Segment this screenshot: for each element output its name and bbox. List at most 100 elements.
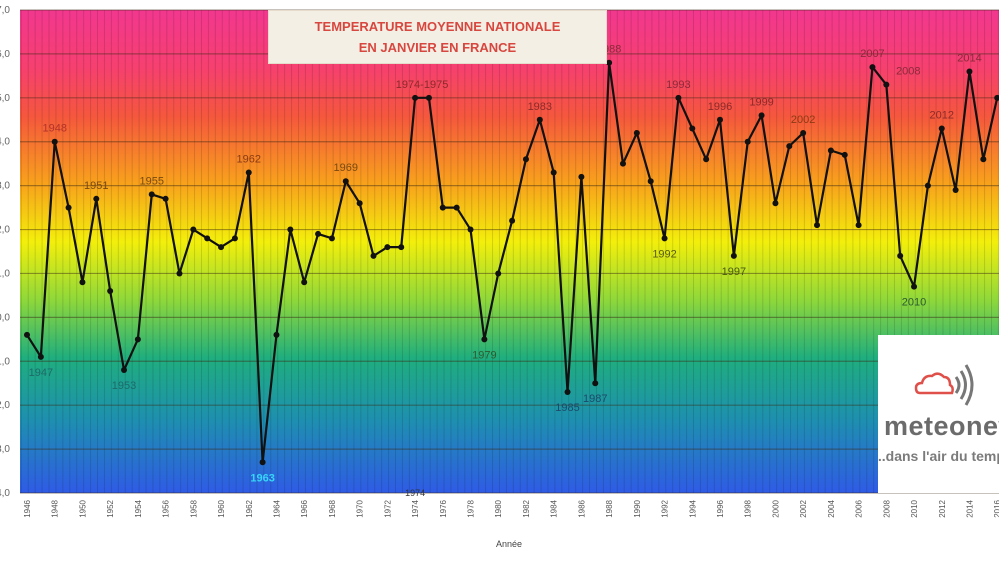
data-label: 1963 [250,472,274,484]
data-label: 1955 [139,175,163,187]
x-tick-label: 1964 [272,499,281,517]
y-tick-label: -2,0 [0,400,10,411]
data-point [994,94,999,101]
x-tick-label: 2004 [827,499,836,517]
data-label: 1997 [722,266,746,278]
x-tick-label: 1968 [328,499,337,517]
data-point [564,389,571,396]
x-tick-label: 1956 [162,499,171,517]
x-tick-label: 1994 [688,499,697,517]
data-point [592,380,599,387]
x-tick-label: 1986 [577,499,586,517]
data-point [647,178,654,185]
data-point [911,283,918,290]
meteonews-logo: meteonews ...dans l'air du temps [878,335,999,493]
x-tick-label: 1946 [23,499,32,517]
x-tick-label: 1950 [78,499,87,517]
data-point [536,116,543,123]
y-tick-label: -3,0 [0,444,10,455]
data-point [287,226,294,233]
x-tick-label: 1998 [744,499,753,517]
y-tick-label: 6,0 [0,49,10,60]
data-point [190,226,197,233]
x-tick-label: 1972 [383,499,392,517]
data-point [328,235,335,242]
data-point [245,169,252,176]
data-point [495,270,502,277]
data-point [730,252,737,259]
data-label: 1979 [472,349,496,361]
x-tick-label: 2012 [938,499,947,517]
x-tick-label: 1952 [106,499,115,517]
data-point [467,226,474,233]
logo-name: meteonews [884,411,999,441]
data-point [176,270,183,277]
data-point [952,187,959,194]
data-point [79,279,86,286]
data-point [259,459,266,466]
x-tick-label: 2014 [965,499,974,517]
y-tick-label: 4,0 [0,137,10,148]
y-tick-label: -1,0 [0,356,10,367]
data-point [398,244,405,251]
y-tick-label: 3,0 [0,181,10,192]
data-point [121,367,128,374]
data-point [65,204,72,211]
data-point [134,336,141,343]
x-tick-label: 1984 [550,499,559,517]
data-point [342,178,349,185]
x-tick-label: 2000 [771,499,780,517]
data-point [675,94,682,101]
y-tick-label: 1,0 [0,268,10,279]
data-label: 1969 [334,162,358,174]
data-label: 2014 [957,52,981,64]
data-point [897,252,904,259]
data-point [273,331,280,338]
chart-title-line-1: TEMPERATURE MOYENNE NATIONALE [314,19,561,34]
data-point [356,200,363,207]
data-point [481,336,488,343]
data-point [661,235,668,242]
y-tick-label: -4,0 [0,488,10,499]
data-point [772,200,779,207]
data-point [522,156,529,163]
x-tick-label: 1996 [716,499,725,517]
x-tick-label: 2006 [855,499,864,517]
data-label: 1983 [528,101,552,113]
data-point [453,204,460,211]
data-point [786,143,793,150]
data-label: 1951 [84,180,108,192]
data-label: 2002 [791,114,815,126]
data-label: 1974 [405,488,425,498]
y-tick-label: 5,0 [0,93,10,104]
data-label: 1953 [112,380,136,392]
data-point [814,222,821,229]
x-tick-label: 1974 [411,499,420,517]
data-point [204,235,211,242]
x-tick-label: 1990 [633,499,642,517]
data-point [37,353,44,360]
data-point [24,331,30,338]
data-point [841,151,848,158]
data-point [924,182,931,189]
x-tick-label: 2010 [910,499,919,517]
data-point [827,147,834,154]
data-point [439,204,446,211]
data-point [855,222,862,229]
data-point [966,68,973,75]
data-label: 1948 [42,123,66,135]
data-label: 1993 [666,79,690,91]
x-tick-label: 1976 [439,499,448,517]
x-tick-label: 1954 [134,499,143,517]
x-tick-label: 2008 [882,499,891,517]
cloud-signal-icon [914,364,974,406]
x-tick-label: 1958 [189,499,198,517]
data-point [619,160,626,167]
data-point [550,169,557,176]
data-point [980,156,987,163]
data-point [301,279,308,286]
data-label: 2010 [902,297,926,309]
data-point [703,156,710,163]
data-point [93,195,100,202]
data-point [425,94,432,101]
